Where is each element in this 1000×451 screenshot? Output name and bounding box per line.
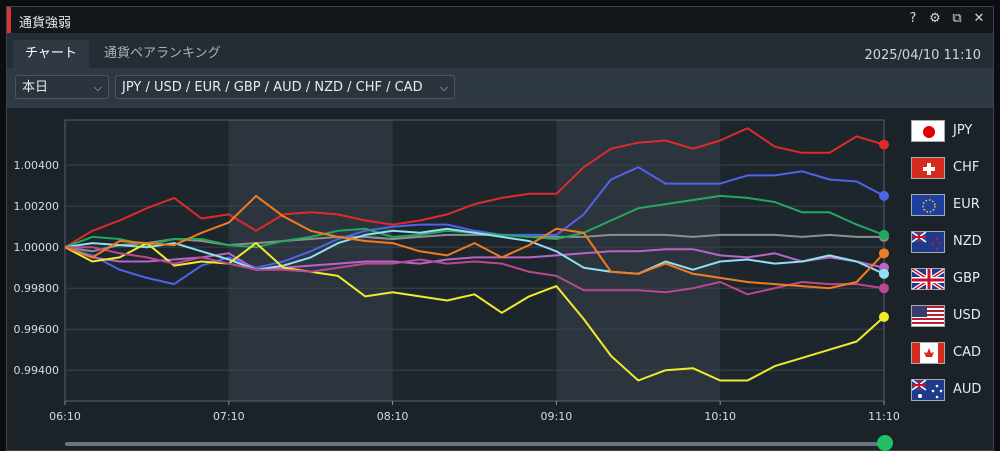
legend-item-usd[interactable]: USD bbox=[911, 305, 991, 327]
series-end-dot-aud bbox=[879, 283, 889, 294]
period-select[interactable]: 本日 ⌵ bbox=[15, 75, 109, 99]
title-icons: ? ⚙ ⧉ ✕ bbox=[905, 11, 987, 27]
currency-select[interactable]: JPY / USD / EUR / GBP / AUD / NZD / CHF … bbox=[115, 75, 455, 99]
series-end-dot-jpy bbox=[879, 139, 889, 150]
close-icon[interactable]: ✕ bbox=[973, 11, 985, 26]
time-range-slider[interactable] bbox=[65, 442, 885, 446]
series-line-cad bbox=[64, 242, 885, 382]
us-flag-icon bbox=[911, 305, 945, 327]
x-tick-label: 10:10 bbox=[704, 410, 736, 423]
y-tick-label: 1.00000 bbox=[14, 241, 60, 254]
series-end-dot-eur bbox=[879, 190, 889, 201]
currency-select-value: JPY / USD / EUR / GBP / AUD / NZD / CHF … bbox=[122, 80, 423, 95]
popout-icon[interactable]: ⧉ bbox=[952, 11, 962, 26]
y-tick-label: 0.99400 bbox=[14, 364, 60, 377]
tab-chart[interactable]: チャート bbox=[13, 40, 89, 68]
legend-item-cad[interactable]: CAD bbox=[911, 342, 991, 364]
gear-icon[interactable]: ⚙ bbox=[929, 11, 941, 26]
slider-handle[interactable] bbox=[877, 435, 893, 451]
canada-flag-icon bbox=[911, 342, 945, 364]
legend-item-gbp[interactable]: GBP bbox=[911, 268, 991, 290]
legend-item-eur[interactable]: EUR bbox=[911, 194, 991, 216]
strength-chart: 0.99400 0.99600 0.99800 1.00000 1.00200 1.004… bbox=[14, 119, 900, 423]
window-title: 通貨強弱 bbox=[19, 16, 72, 31]
series-line-jpy bbox=[64, 127, 885, 249]
help-icon[interactable]: ? bbox=[909, 11, 917, 26]
legend-label: EUR bbox=[953, 197, 980, 212]
series-end-dot-nzd bbox=[879, 229, 889, 240]
tab-bar: チャート 通貨ペアランキング 2025/04/10 11:10 bbox=[7, 34, 993, 68]
legend-item-chf[interactable]: CHF bbox=[911, 157, 991, 179]
legend-item-aud[interactable]: AUD bbox=[911, 379, 991, 401]
series-end-dot-cad bbox=[879, 311, 889, 322]
legend-label: JPY bbox=[953, 123, 973, 138]
series-line-eur bbox=[64, 166, 885, 286]
currency-strength-window: 通貨強弱 ? ⚙ ⧉ ✕ チャート 通貨ペアランキング 2025/04/10 1… bbox=[6, 6, 994, 451]
x-tick-label: 09:10 bbox=[541, 410, 573, 423]
series-line-chf-line bbox=[64, 194, 885, 290]
series-end-dot-chf-line bbox=[879, 248, 889, 259]
series-line-chf bbox=[64, 233, 884, 253]
y-tick-label: 0.99800 bbox=[14, 282, 60, 295]
legend-label: CAD bbox=[953, 345, 981, 360]
japan-flag-icon bbox=[911, 120, 945, 142]
chevron-down-icon: ⌵ bbox=[439, 81, 448, 94]
legend-label: CHF bbox=[953, 160, 980, 175]
y-tick-label: 0.99600 bbox=[14, 323, 60, 336]
x-tick-label: 06:10 bbox=[49, 410, 81, 423]
controls-bar: 本日 ⌵ JPY / USD / EUR / GBP / AUD / NZD /… bbox=[7, 68, 993, 108]
switzerland-flag-icon bbox=[911, 157, 945, 179]
plot-frame bbox=[64, 119, 885, 402]
series-end-dot-usd bbox=[879, 268, 889, 279]
title-bar: 通貨強弱 ? ⚙ ⧉ ✕ bbox=[7, 7, 993, 34]
title-accent bbox=[7, 7, 11, 33]
legend-label: USD bbox=[953, 308, 981, 323]
tab-pair-ranking[interactable]: 通貨ペアランキング bbox=[104, 46, 221, 61]
legend-item-jpy[interactable]: JPY bbox=[911, 120, 991, 142]
new-zealand-flag-icon bbox=[911, 231, 945, 253]
series-line-usd bbox=[64, 227, 885, 275]
x-tick-label: 08:10 bbox=[377, 410, 409, 423]
legend-label: AUD bbox=[953, 382, 982, 397]
legend-label: GBP bbox=[953, 271, 980, 286]
x-tick-label: 07:10 bbox=[213, 410, 245, 423]
eu-flag-icon bbox=[911, 194, 945, 216]
series-line-aud bbox=[65, 246, 885, 296]
chart-area: 0.99400 0.99600 0.99800 1.00000 1.00200 1.004… bbox=[7, 108, 993, 451]
period-select-value: 本日 bbox=[22, 80, 49, 95]
legend-label: NZD bbox=[953, 234, 982, 249]
chevron-down-icon: ⌵ bbox=[93, 81, 102, 94]
uk-flag-icon bbox=[911, 268, 945, 290]
legend-item-nzd[interactable]: NZD bbox=[911, 231, 991, 253]
shaded-band bbox=[556, 120, 721, 401]
y-tick-label: 1.00200 bbox=[14, 200, 60, 213]
x-tick-label: 11:10 bbox=[868, 410, 900, 423]
australia-flag-icon bbox=[911, 379, 945, 401]
current-datetime: 2025/04/10 11:10 bbox=[864, 48, 981, 63]
y-tick-label: 1.00400 bbox=[14, 159, 60, 172]
